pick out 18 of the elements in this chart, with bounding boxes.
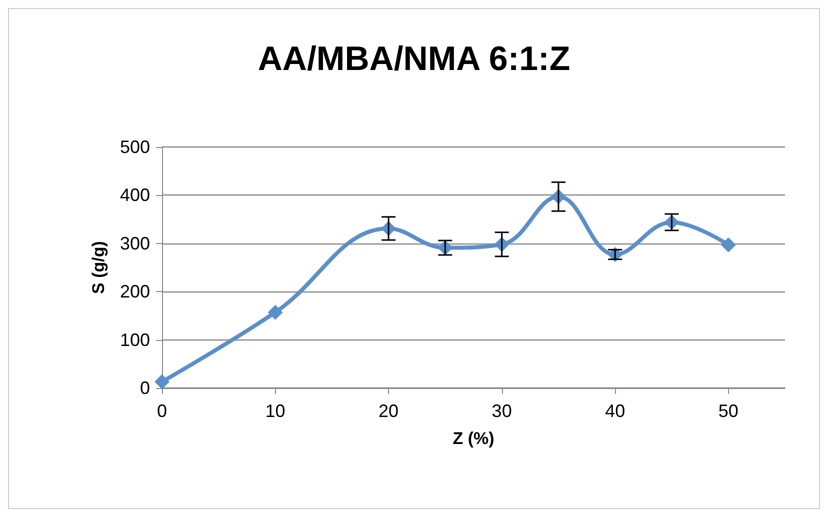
y-tick-label: 0: [140, 378, 150, 398]
y-tick-label: 300: [120, 233, 150, 254]
x-tick-label: 40: [605, 401, 626, 421]
x-tick-label: 20: [378, 401, 399, 421]
point: [154, 374, 170, 390]
y-tick-label: 200: [120, 282, 150, 302]
x-tick-label: 50: [718, 401, 738, 421]
y-tick-label: 500: [120, 137, 150, 157]
y-axis-title: S (g/g): [89, 241, 108, 294]
x-tick-label: 0: [156, 401, 168, 421]
y-tick-label: 100: [120, 330, 150, 350]
point: [720, 237, 736, 252]
chart-title: AA/MBA/NMA 6:1:Z: [258, 40, 570, 78]
point: [268, 304, 283, 320]
x-tick-label: 10: [265, 401, 286, 421]
x-axis-title: Z (%): [452, 429, 494, 448]
y-tick-label: 400: [120, 185, 150, 206]
x-tick-label: 30: [492, 401, 512, 421]
